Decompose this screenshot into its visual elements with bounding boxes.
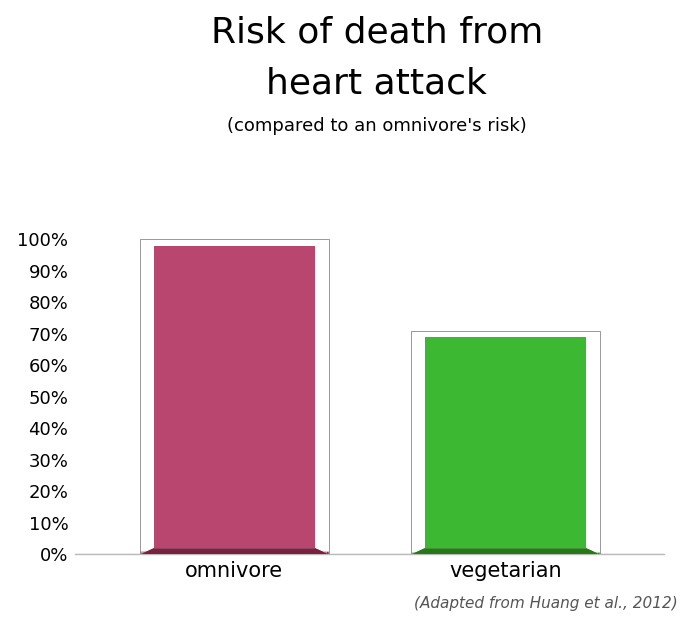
Polygon shape: [140, 548, 153, 558]
Polygon shape: [411, 548, 425, 559]
Polygon shape: [411, 548, 599, 554]
Text: heart attack: heart attack: [266, 66, 487, 100]
Bar: [140, 239, 329, 554]
Bar: [425, 337, 586, 548]
Text: (Adapted from Huang et al., 2012): (Adapted from Huang et al., 2012): [414, 596, 678, 611]
Text: (compared to an omnivore's risk): (compared to an omnivore's risk): [227, 117, 527, 135]
Polygon shape: [411, 553, 599, 559]
Polygon shape: [140, 551, 329, 558]
Polygon shape: [315, 548, 329, 558]
Polygon shape: [140, 548, 329, 554]
Polygon shape: [586, 548, 599, 559]
Bar: [411, 331, 599, 554]
Bar: [153, 246, 315, 548]
Text: Risk of death from: Risk of death from: [210, 16, 543, 50]
